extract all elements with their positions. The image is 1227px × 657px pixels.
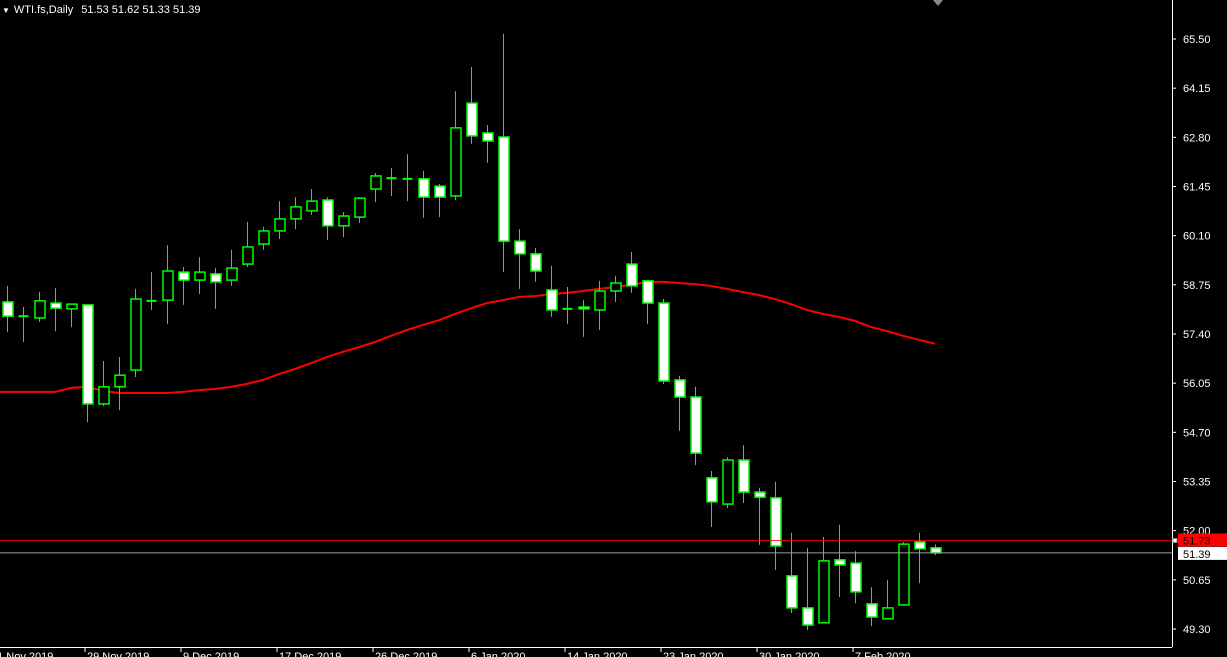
candle-bearish bbox=[434, 185, 446, 198]
chart-title: ▼ WTI.fs,Daily 51.53 51.62 51.33 51.39 bbox=[0, 4, 200, 16]
candle-bearish bbox=[466, 102, 478, 137]
time-tick-label: 9 Dec 2019 bbox=[183, 651, 239, 657]
time-tick-label: 7 Feb 2020 bbox=[855, 651, 911, 657]
candle-bearish bbox=[786, 575, 798, 609]
candle-bearish bbox=[754, 491, 766, 498]
ask-price-badge bbox=[1178, 533, 1227, 547]
candle-bearish bbox=[658, 302, 670, 382]
candle-bullish bbox=[162, 270, 174, 301]
symbol-timeframe: WTI.fs,Daily bbox=[13, 4, 74, 16]
candle-bullish bbox=[242, 246, 254, 265]
candle-bullish bbox=[290, 206, 302, 220]
candle-bullish bbox=[370, 175, 382, 190]
price-tick-label: 61.45 bbox=[1183, 182, 1211, 194]
candle-bullish bbox=[594, 290, 606, 311]
candle-bullish bbox=[338, 215, 350, 227]
candle-bullish bbox=[354, 197, 366, 218]
ohlc-readout: 51.53 51.62 51.33 51.39 bbox=[81, 4, 201, 16]
candle-bearish bbox=[706, 477, 718, 503]
candle-bearish bbox=[50, 302, 62, 309]
bid-price-badge bbox=[1178, 546, 1227, 560]
candle-bearish bbox=[482, 132, 494, 142]
candle-bullish bbox=[130, 298, 142, 371]
candle-bullish bbox=[898, 543, 910, 606]
candle-bearish bbox=[674, 379, 686, 398]
candle-bullish bbox=[98, 386, 110, 405]
time-tick-label: 29 Nov 2019 bbox=[87, 651, 149, 657]
bid-price-label: 51.39 bbox=[1183, 549, 1211, 561]
candle-bearish bbox=[834, 559, 846, 566]
candle-bearish bbox=[578, 306, 590, 310]
candle-bearish bbox=[802, 607, 814, 626]
candle-bullish bbox=[34, 300, 46, 319]
ask-marker-icon bbox=[1172, 538, 1178, 544]
candle-bearish bbox=[498, 136, 510, 242]
candle-bearish bbox=[690, 396, 702, 454]
candle-bearish bbox=[930, 547, 942, 554]
candle-bearish bbox=[418, 178, 430, 198]
candle-bearish bbox=[866, 603, 878, 618]
candle-bullish bbox=[306, 200, 318, 212]
time-tick-label: 23 Jan 2020 bbox=[663, 651, 724, 657]
candle-bearish bbox=[210, 273, 222, 283]
price-tick-label: 56.05 bbox=[1183, 378, 1211, 390]
candle-bullish bbox=[194, 271, 206, 281]
price-tick-label: 64.15 bbox=[1183, 83, 1211, 95]
candle-bearish bbox=[914, 541, 926, 550]
price-tick-label: 58.75 bbox=[1183, 280, 1211, 292]
candle-bullish bbox=[66, 303, 78, 310]
candle-bearish bbox=[642, 280, 654, 304]
candle-bearish bbox=[82, 304, 94, 405]
candle-bearish bbox=[322, 199, 334, 227]
price-tick-label: 50.65 bbox=[1183, 575, 1211, 587]
price-tick-label: 49.30 bbox=[1183, 624, 1211, 636]
time-tick-label: 17 Dec 2019 bbox=[279, 651, 341, 657]
price-tick-label: 60.10 bbox=[1183, 231, 1211, 243]
candle-bearish bbox=[178, 271, 190, 281]
time-tick-label: 30 Jan 2020 bbox=[759, 651, 820, 657]
candle-bearish bbox=[530, 253, 542, 272]
dropdown-arrow-icon[interactable]: ▼ bbox=[2, 5, 10, 15]
shift-marker-icon[interactable] bbox=[933, 0, 943, 6]
candle-bearish bbox=[770, 497, 782, 547]
moving-average-line bbox=[0, 280, 936, 395]
price-tick-label: 53.35 bbox=[1183, 477, 1211, 489]
candle-bullish bbox=[882, 607, 894, 620]
candle-bullish bbox=[274, 218, 286, 232]
candle-bullish bbox=[818, 560, 830, 624]
time-tick-label: 26 Dec 2019 bbox=[375, 651, 437, 657]
price-tick-label: 62.80 bbox=[1183, 132, 1211, 144]
price-tick-label: 54.70 bbox=[1183, 427, 1211, 439]
candle-bearish bbox=[546, 289, 558, 311]
candle-bullish bbox=[114, 374, 126, 388]
candle-bearish bbox=[2, 301, 14, 317]
candle-bullish bbox=[226, 267, 238, 281]
candle-bullish bbox=[258, 230, 270, 245]
time-tick-label: 6 Jan 2020 bbox=[471, 651, 525, 657]
candle-bearish bbox=[514, 240, 526, 255]
candle-bullish bbox=[610, 282, 622, 292]
ask-price-label: 51.73 bbox=[1183, 536, 1211, 548]
candle-bearish bbox=[738, 459, 750, 493]
time-tick-label: 21 Nov 2019 bbox=[0, 651, 53, 657]
candle-bullish bbox=[722, 459, 734, 505]
candle-bearish bbox=[850, 562, 862, 593]
candle-bearish bbox=[626, 263, 638, 287]
price-tick-label: 65.50 bbox=[1183, 34, 1211, 46]
candle-bullish bbox=[450, 127, 462, 197]
time-tick-label: 14 Jan 2020 bbox=[567, 651, 628, 657]
price-tick-label: 57.40 bbox=[1183, 329, 1211, 341]
